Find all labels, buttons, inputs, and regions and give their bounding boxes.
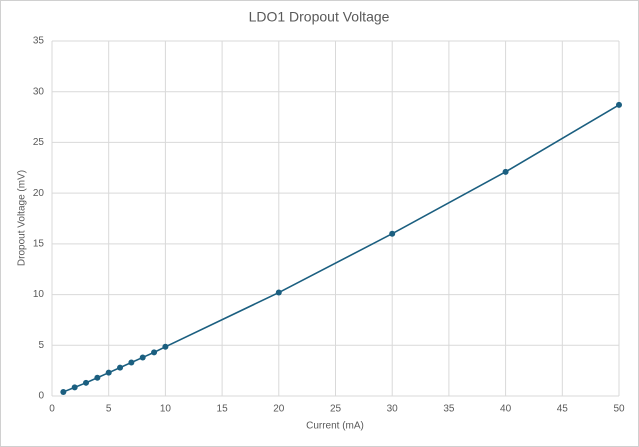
point bbox=[151, 349, 158, 356]
y-tick-label: 5 bbox=[38, 340, 44, 351]
point bbox=[94, 374, 101, 381]
x-tick-label: 5 bbox=[106, 404, 112, 415]
x-tick-label: 35 bbox=[443, 404, 455, 415]
point bbox=[71, 384, 78, 391]
point bbox=[275, 289, 282, 296]
x-tick-label: 40 bbox=[500, 404, 512, 415]
point bbox=[105, 369, 112, 376]
x-tick-label: 0 bbox=[49, 404, 55, 415]
x-tick-label: 20 bbox=[273, 404, 285, 415]
y-axis-label: Dropout Voltage (mV) bbox=[17, 170, 28, 266]
point bbox=[389, 230, 396, 237]
y-tick-label: 30 bbox=[33, 86, 45, 97]
y-tick-label: 0 bbox=[38, 391, 44, 402]
point bbox=[162, 343, 169, 350]
point bbox=[60, 388, 67, 395]
x-tick-label: 45 bbox=[557, 404, 569, 415]
chart-title: LDO1 Dropout Voltage bbox=[249, 9, 390, 25]
point bbox=[117, 364, 124, 371]
y-tick-label: 15 bbox=[33, 238, 45, 249]
y-tick-label: 25 bbox=[33, 137, 45, 148]
x-tick-label: 50 bbox=[613, 404, 625, 415]
y-tick-label: 35 bbox=[33, 36, 45, 47]
x-axis-label: Current (mA) bbox=[306, 421, 364, 432]
x-tick-label: 10 bbox=[160, 404, 172, 415]
y-tick-label: 20 bbox=[33, 188, 45, 199]
point bbox=[83, 379, 90, 386]
x-tick-label: 30 bbox=[387, 404, 399, 415]
x-tick-label: 25 bbox=[330, 404, 342, 415]
x-tick-label: 15 bbox=[217, 404, 229, 415]
point bbox=[616, 101, 622, 108]
point bbox=[139, 354, 146, 361]
point bbox=[502, 168, 509, 175]
point bbox=[128, 359, 135, 366]
y-tick-label: 10 bbox=[33, 289, 45, 300]
